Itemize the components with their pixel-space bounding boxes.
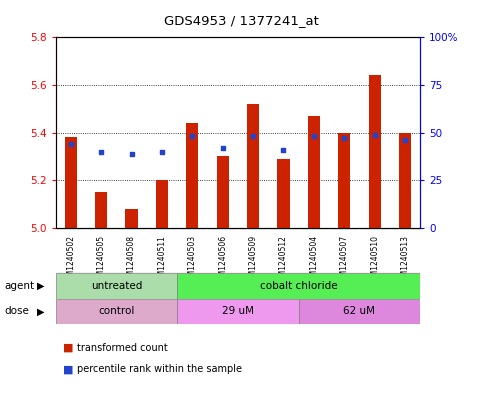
Bar (369, 75, 381, 228)
Text: GSM1240502: GSM1240502 (66, 235, 75, 286)
Point (371, 131, 379, 138)
Point (401, 137, 409, 143)
Text: GSM1240503: GSM1240503 (188, 235, 197, 286)
Text: ▶: ▶ (37, 281, 45, 291)
Bar (126, 209, 138, 228)
Bar (186, 123, 199, 228)
Bar (95, 192, 107, 228)
Text: ▶: ▶ (37, 307, 45, 316)
Text: GSM1240504: GSM1240504 (309, 235, 318, 286)
Text: GSM1240510: GSM1240510 (370, 235, 379, 286)
Text: ■: ■ (63, 364, 73, 375)
Text: GSM1240509: GSM1240509 (249, 235, 257, 286)
Point (128, 151, 135, 157)
Point (219, 145, 227, 151)
Text: ■: ■ (63, 343, 73, 353)
Point (341, 135, 348, 141)
Text: GDS4953 / 1377241_at: GDS4953 / 1377241_at (164, 14, 319, 27)
Text: GSM1240508: GSM1240508 (127, 235, 136, 286)
Bar (298, 299, 420, 324)
Text: GSM1240512: GSM1240512 (279, 235, 288, 286)
Bar (156, 180, 168, 228)
Text: transformed count: transformed count (77, 343, 168, 353)
Point (188, 133, 196, 140)
Text: GSM1240507: GSM1240507 (340, 235, 349, 286)
Bar (338, 132, 350, 228)
Bar (56, 299, 177, 324)
Point (249, 133, 257, 140)
Point (67, 141, 74, 147)
Bar (277, 159, 289, 228)
Bar (65, 138, 77, 228)
Text: GSM1240506: GSM1240506 (218, 235, 227, 286)
Bar (247, 104, 259, 228)
Bar (308, 116, 320, 228)
Bar (177, 299, 298, 324)
Point (280, 147, 287, 153)
Text: dose: dose (5, 307, 30, 316)
Bar (399, 132, 411, 228)
Text: control: control (98, 307, 134, 316)
Bar (177, 273, 420, 299)
Point (310, 133, 318, 140)
Bar (56, 273, 177, 299)
Text: GSM1240513: GSM1240513 (400, 235, 410, 286)
Text: percentile rank within the sample: percentile rank within the sample (77, 364, 242, 375)
Text: cobalt chloride: cobalt chloride (260, 281, 338, 291)
Text: 62 uM: 62 uM (343, 307, 375, 316)
Text: GSM1240511: GSM1240511 (157, 235, 167, 286)
Point (158, 149, 166, 155)
Point (97, 149, 105, 155)
Text: GSM1240505: GSM1240505 (97, 235, 106, 286)
Bar (216, 156, 229, 228)
Text: untreated: untreated (91, 281, 142, 291)
Text: agent: agent (5, 281, 35, 291)
Text: 29 uM: 29 uM (222, 307, 254, 316)
